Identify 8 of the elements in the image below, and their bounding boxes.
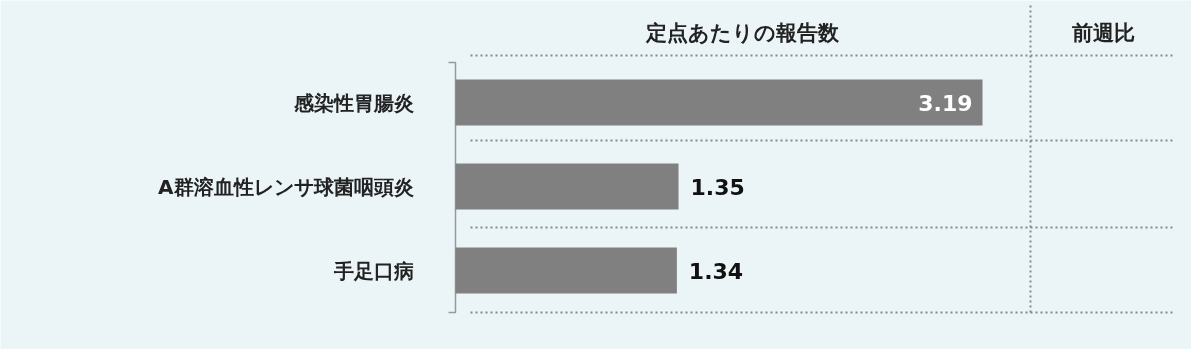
y-tick-label: 手足口病 <box>332 258 414 283</box>
chart-title: 定点あたりの報告数 <box>645 20 840 45</box>
y-tick-label: A群溶血性レンサ球菌咽頭炎 <box>158 174 414 199</box>
y-tick-label: 感染性胃腸炎 <box>292 90 414 115</box>
data-label: 1.34 <box>688 258 744 284</box>
data-label: 1.35 <box>690 174 745 200</box>
data-label: 3.19 <box>918 90 973 116</box>
text: 前週比 <box>1071 20 1135 45</box>
